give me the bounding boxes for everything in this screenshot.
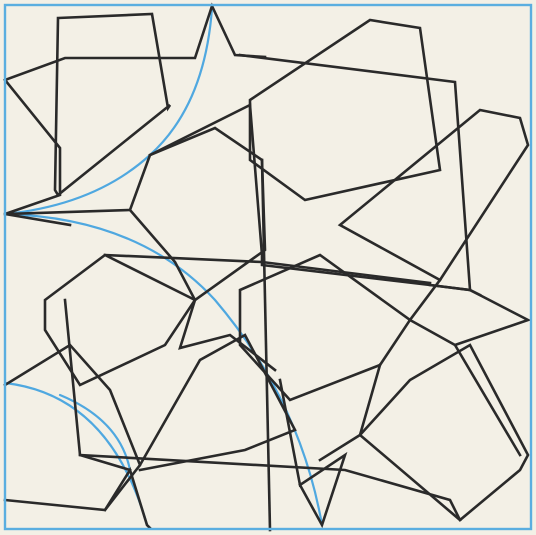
kite-left-lower <box>3 78 72 227</box>
line-right-vertical-arm <box>318 363 382 462</box>
pentagon-right <box>337 108 530 282</box>
pentagon-bottom-left <box>3 343 142 512</box>
pentagon-top-left <box>53 12 172 197</box>
line-mid-horizontal <box>103 253 432 285</box>
line-bottom-long <box>78 453 462 522</box>
pentagon-bottom-center <box>138 333 297 472</box>
arc-center <box>3 212 324 527</box>
arc-bottom-left-inner <box>58 393 132 472</box>
star-lower-center <box>128 208 277 372</box>
star-right <box>428 283 532 457</box>
pentagon-top-right <box>248 18 442 202</box>
star-pentagon-lines <box>3 2 532 532</box>
line-bottom-left-arm <box>103 466 152 530</box>
pentagon-lower-left <box>43 253 197 387</box>
line-vertical-right <box>260 158 272 532</box>
line-right-upper-arm <box>408 278 457 347</box>
star-bottom-center <box>278 378 348 529</box>
frame-border <box>3 3 533 531</box>
